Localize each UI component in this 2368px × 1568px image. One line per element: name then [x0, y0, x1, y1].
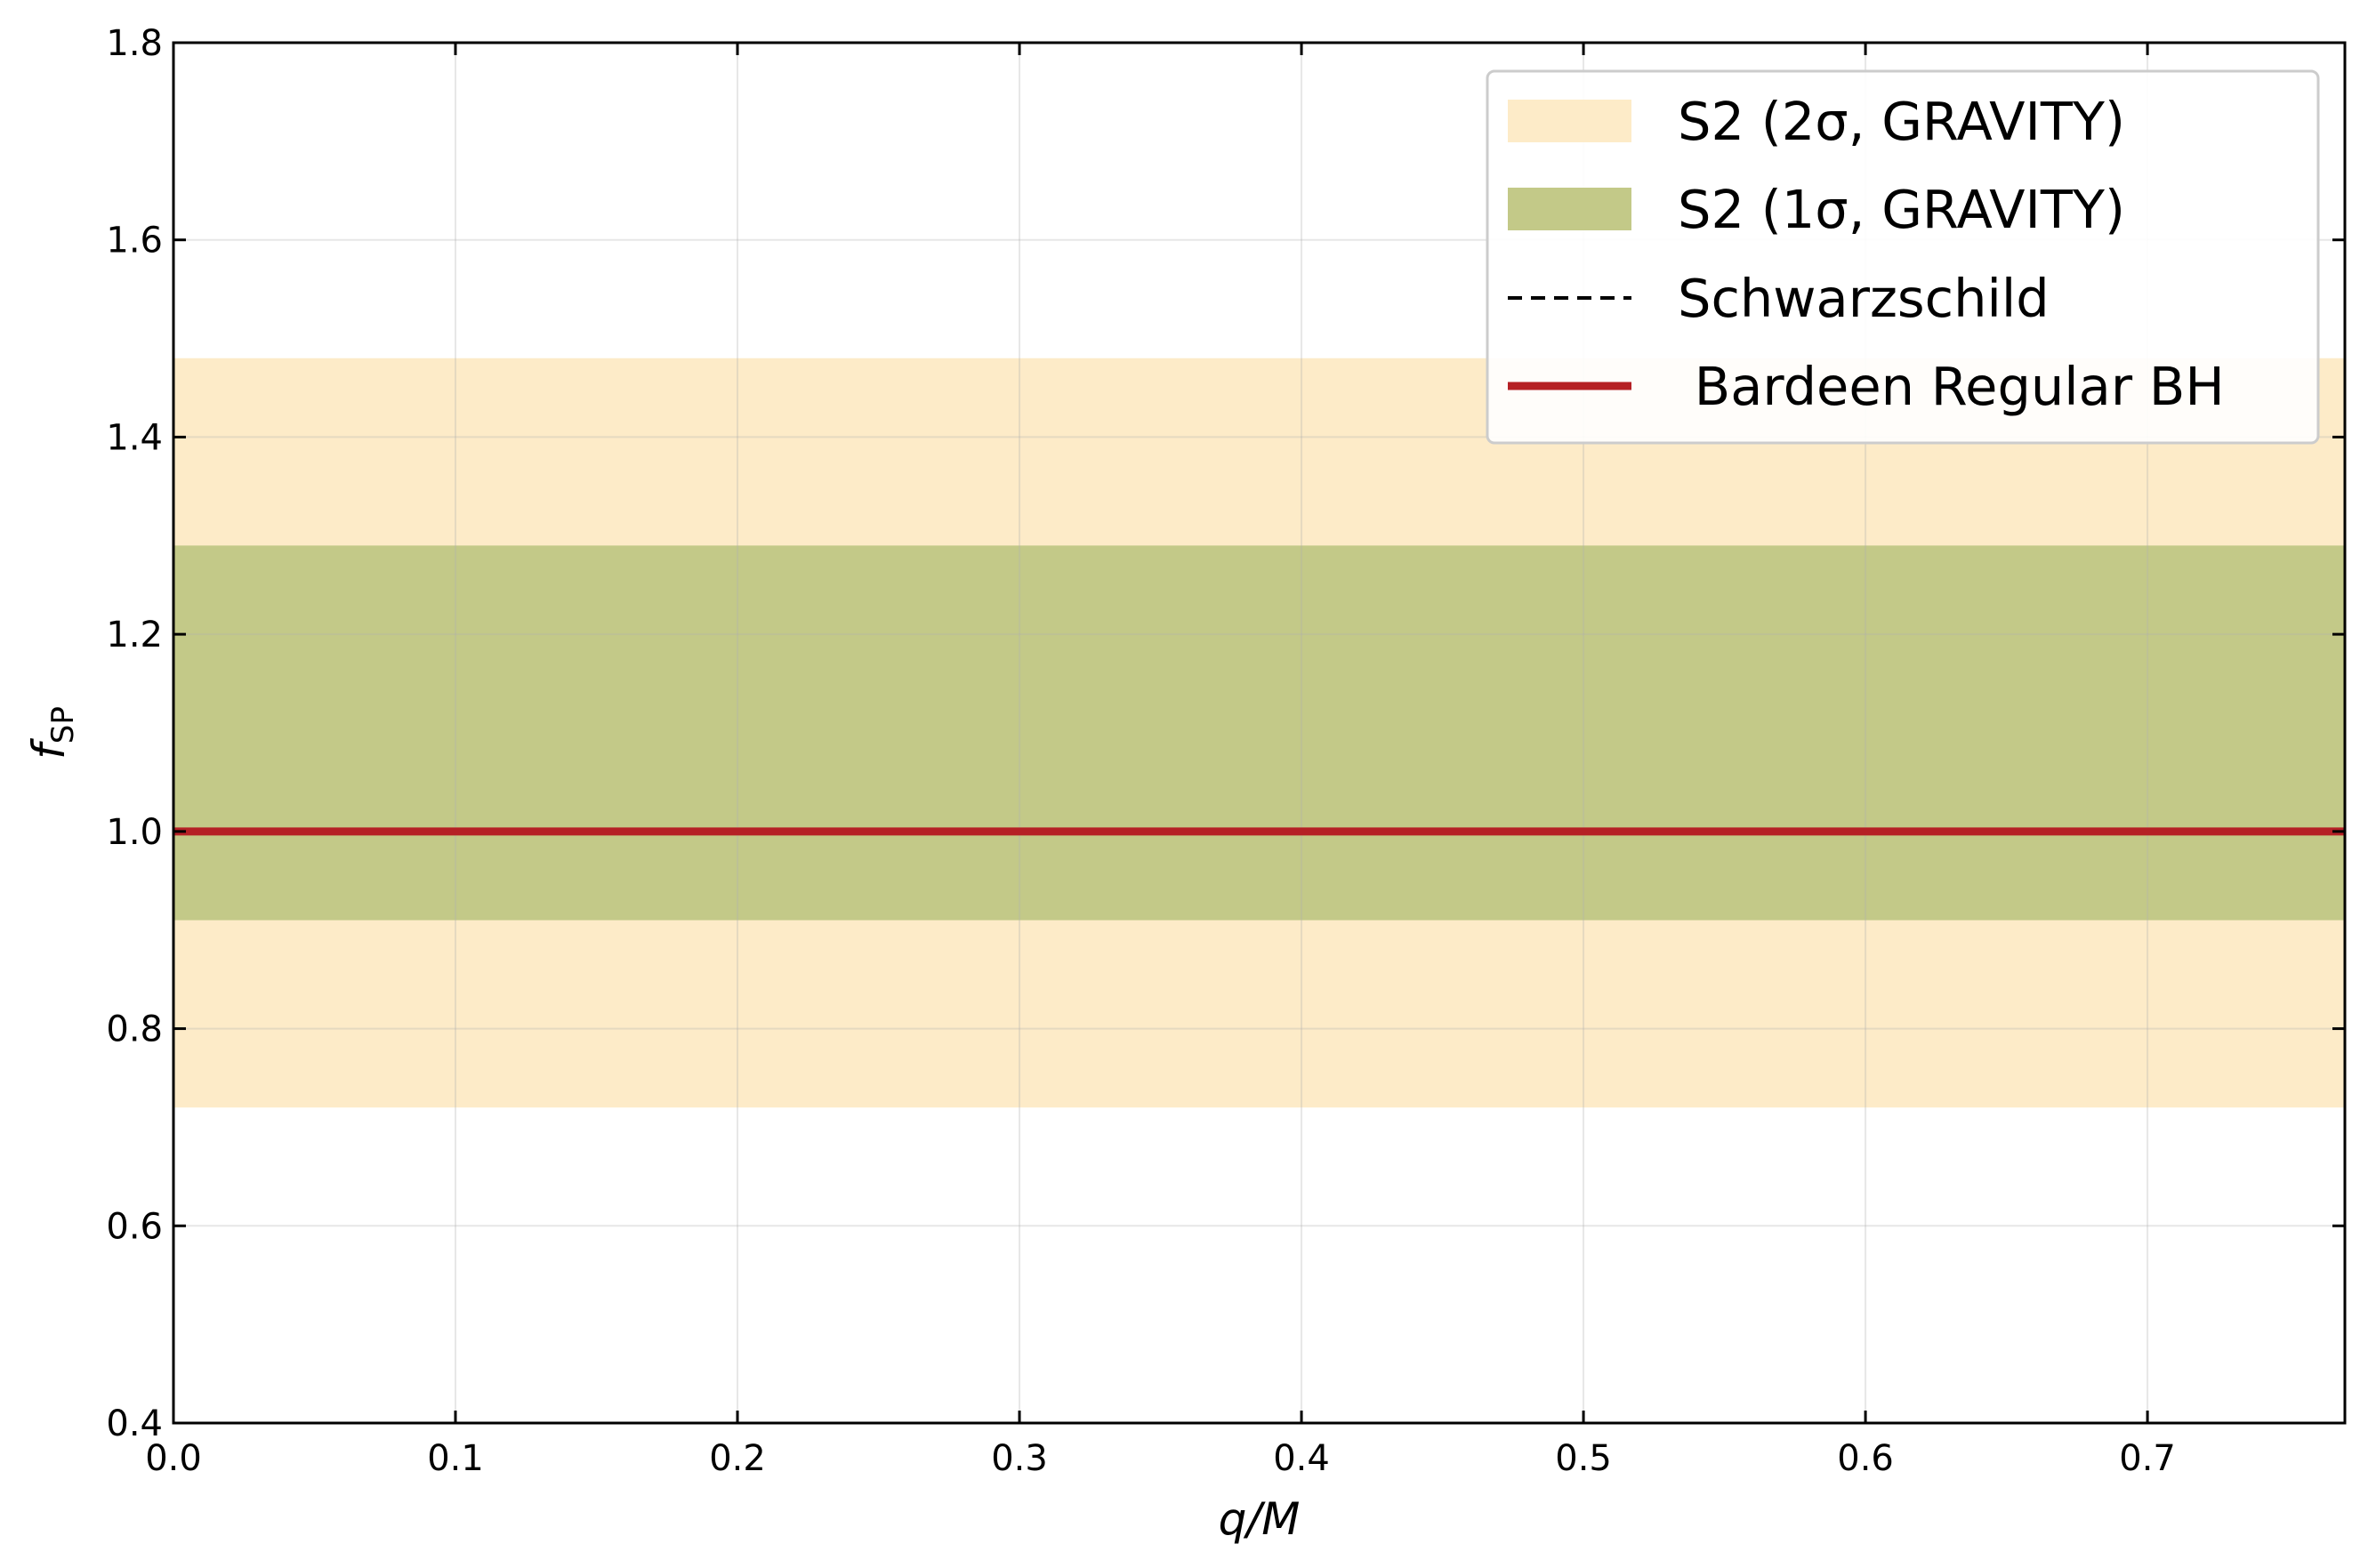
x-tick-label: 0.7	[2119, 1438, 2176, 1479]
y-axis-label: fSP	[23, 706, 81, 760]
x-axis-label: q/M	[1219, 1493, 1301, 1545]
legend-label: Bardeen Regular BH	[1678, 356, 2225, 417]
x-tick-label: 0.4	[1273, 1438, 1330, 1479]
legend-swatch	[1508, 188, 1631, 230]
axis-ticks	[172, 41, 2345, 1425]
y-tick-label: 0.6	[106, 1206, 163, 1247]
legend-box	[1486, 69, 2320, 445]
x-tick-label: 0.0	[145, 1438, 202, 1479]
plot-frame	[172, 41, 2347, 1425]
y-tick-label: 1.0	[106, 812, 163, 853]
x-tick-label: 0.3	[991, 1438, 1048, 1479]
x-tick-label: 0.5	[1555, 1438, 1612, 1479]
y-tick-label: 1.4	[106, 417, 163, 458]
x-tick-label: 0.2	[709, 1438, 766, 1479]
y-tick-label: 1.8	[106, 23, 163, 64]
y-axis-label-subscript: SP	[45, 706, 81, 744]
y-tick-label: 0.8	[106, 1009, 163, 1050]
legend-label: Schwarzschild	[1678, 268, 2050, 329]
legend-swatch	[1508, 100, 1631, 142]
y-tick-labels: 0.4 0.6 0.8 1.0 1.2 1.4 1.6 1.8	[106, 23, 163, 1444]
y-tick-label: 1.2	[106, 615, 163, 655]
legend-label: S2 (1σ, GRAVITY)	[1678, 179, 2125, 240]
legend-label: S2 (2σ, GRAVITY)	[1678, 91, 2125, 152]
y-tick-label: 0.4	[106, 1403, 163, 1444]
x-tick-label: 0.6	[1837, 1438, 1894, 1479]
legend: S2 (2σ, GRAVITY) S2 (1σ, GRAVITY) Schwarzs…	[1486, 69, 2320, 445]
x-tick-labels: 0.0 0.1 0.2 0.3 0.4 0.5 0.6 0.7	[145, 1438, 2176, 1479]
band-one-sigma	[173, 545, 2345, 921]
x-tick-label: 0.1	[427, 1438, 484, 1479]
y-tick-label: 1.6	[106, 221, 163, 261]
confidence-bands	[173, 358, 2345, 1108]
